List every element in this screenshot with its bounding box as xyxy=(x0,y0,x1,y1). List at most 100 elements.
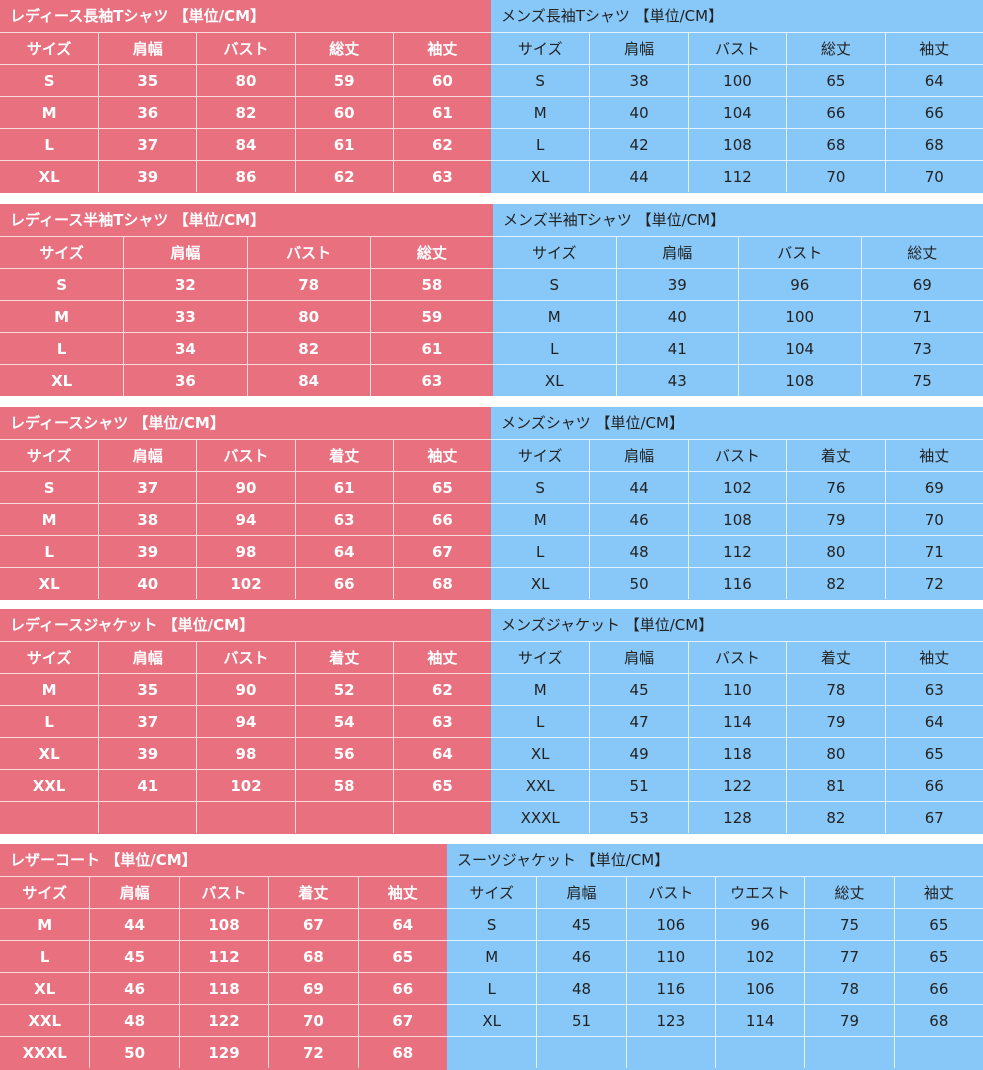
size-label-cell: M xyxy=(491,503,590,535)
measurement-cell: 45 xyxy=(89,940,179,972)
column-header: 肩幅 xyxy=(536,876,626,908)
measurement-cell: 50 xyxy=(89,1036,179,1068)
measurement-cell: 68 xyxy=(392,567,491,599)
measurement-cell: 66 xyxy=(884,769,983,801)
size-label-cell: XXL xyxy=(491,769,590,801)
measurement-cell: 82 xyxy=(246,332,370,364)
size-label-cell: S xyxy=(493,268,616,300)
measurement-cell: 98 xyxy=(196,737,295,769)
measurement-cell: 116 xyxy=(687,567,787,599)
measurement-cell: 84 xyxy=(246,364,370,396)
measurement-cell: 61 xyxy=(294,471,393,503)
measurement-cell: 116 xyxy=(625,972,715,1004)
column-header: 袖丈 xyxy=(884,439,983,471)
size-table: レディース半袖Tシャツ 【単位/CM】 サイズ 肩幅 バスト 総丈 S 32 78 58 M 33 8… xyxy=(0,204,493,396)
measurement-cell: 53 xyxy=(589,801,688,833)
size-table: レディースジャケット 【単位/CM】 サイズ 肩幅 バスト 着丈 袖丈 M 35 90 52 62 L… xyxy=(0,609,491,834)
measurement-cell: 45 xyxy=(589,673,688,705)
column-header: 肩幅 xyxy=(98,641,197,673)
measurement-cell: 63 xyxy=(392,160,491,192)
measurement-cell: 122 xyxy=(687,769,787,801)
column-header: 肩幅 xyxy=(615,236,738,268)
size-label-cell: S xyxy=(491,471,590,503)
size-label-cell: M xyxy=(447,940,537,972)
measurement-cell: 51 xyxy=(589,769,688,801)
measurement-cell: 102 xyxy=(715,940,805,972)
measurement-cell: 49 xyxy=(589,737,688,769)
measurement-cell: 41 xyxy=(615,332,738,364)
measurement-cell: 38 xyxy=(98,503,197,535)
column-header: バスト xyxy=(196,32,295,64)
measurement-cell xyxy=(625,1036,715,1068)
measurement-cell: 104 xyxy=(738,332,861,364)
size-label-cell: XL xyxy=(0,364,124,396)
size-label-cell: XXL xyxy=(0,769,99,801)
measurement-cell: 62 xyxy=(294,160,393,192)
measurement-cell: 50 xyxy=(589,567,688,599)
measurement-cell: 80 xyxy=(246,300,370,332)
measurement-cell: 96 xyxy=(738,268,861,300)
measurement-cell: 100 xyxy=(738,300,861,332)
measurement-cell: 51 xyxy=(536,1004,626,1036)
measurement-cell: 68 xyxy=(357,1036,447,1068)
measurement-cell: 70 xyxy=(786,160,885,192)
measurement-cell: 108 xyxy=(687,128,787,160)
measurement-cell xyxy=(196,801,295,833)
measurement-cell xyxy=(715,1036,805,1068)
measurement-cell: 78 xyxy=(246,268,370,300)
table-grid: サイズ 肩幅 バスト 総丈 袖丈 S 38 100 65 64 M 40 104 66 66 L 42 108 68… xyxy=(491,32,983,192)
table-title: レディースジャケット 【単位/CM】 xyxy=(10,616,255,634)
measurement-cell: 94 xyxy=(196,705,295,737)
column-header: バスト xyxy=(687,641,787,673)
measurement-cell: 63 xyxy=(369,364,493,396)
column-header: 袖丈 xyxy=(357,876,447,908)
table-title: メンズ半袖Tシャツ 【単位/CM】 xyxy=(503,211,726,229)
measurement-cell: 62 xyxy=(392,673,491,705)
measurement-cell: 106 xyxy=(625,908,715,940)
measurement-cell: 46 xyxy=(89,972,179,1004)
table-title: レザーコート 【単位/CM】 xyxy=(10,851,197,869)
column-header: 総丈 xyxy=(804,876,894,908)
measurement-cell: 90 xyxy=(196,673,295,705)
table-grid: サイズ 肩幅 バスト 総丈 袖丈 S 35 80 59 60 M 36 82 60 61 L 37 84 61 62 X… xyxy=(0,32,491,192)
size-table: メンズ長袖Tシャツ 【単位/CM】 サイズ 肩幅 バスト 総丈 袖丈 S 38 100 65 64 M… xyxy=(491,0,983,193)
size-table: レザーコート 【単位/CM】 サイズ 肩幅 バスト 着丈 袖丈 M 44 108 67 64 L 45 1… xyxy=(0,844,447,1070)
measurement-cell: 44 xyxy=(89,908,179,940)
size-label-cell: L xyxy=(0,128,99,160)
measurement-cell: 110 xyxy=(687,673,787,705)
measurement-cell: 79 xyxy=(786,705,885,737)
measurement-cell: 64 xyxy=(884,705,983,737)
column-header: 総丈 xyxy=(786,32,885,64)
measurement-cell: 66 xyxy=(884,96,983,128)
size-label-cell: XL xyxy=(0,567,99,599)
measurement-cell: 68 xyxy=(884,128,983,160)
table-grid: サイズ 肩幅 バスト ウエスト 総丈 袖丈 S 45 106 96 75 65 M 46 110 102 77 6… xyxy=(447,876,983,1068)
measurement-cell: 46 xyxy=(589,503,688,535)
size-label-cell: XL xyxy=(0,160,99,192)
column-header: バスト xyxy=(178,876,269,908)
measurement-cell: 36 xyxy=(123,364,247,396)
measurement-cell: 61 xyxy=(369,332,493,364)
size-label-cell: S xyxy=(0,268,124,300)
measurement-cell: 61 xyxy=(392,96,491,128)
measurement-cell: 114 xyxy=(715,1004,805,1036)
measurement-cell: 80 xyxy=(786,737,885,769)
column-header: バスト xyxy=(738,236,861,268)
measurement-cell: 65 xyxy=(786,64,885,96)
size-label-cell: L xyxy=(491,705,590,737)
measurement-cell: 64 xyxy=(294,535,393,567)
measurement-cell xyxy=(536,1036,626,1068)
measurement-cell: 65 xyxy=(893,940,983,972)
measurement-cell: 37 xyxy=(98,128,197,160)
measurement-cell: 68 xyxy=(786,128,885,160)
measurement-cell: 82 xyxy=(196,96,295,128)
size-label-cell: XL xyxy=(491,160,590,192)
measurement-cell: 77 xyxy=(804,940,894,972)
size-label-cell: L xyxy=(493,332,616,364)
size-label-cell: XXXL xyxy=(0,1036,90,1068)
size-label-cell: XL xyxy=(0,737,99,769)
column-header: 着丈 xyxy=(268,876,358,908)
size-label-cell: S xyxy=(0,64,99,96)
measurement-cell: 41 xyxy=(98,769,197,801)
size-label-cell: XL xyxy=(491,737,590,769)
